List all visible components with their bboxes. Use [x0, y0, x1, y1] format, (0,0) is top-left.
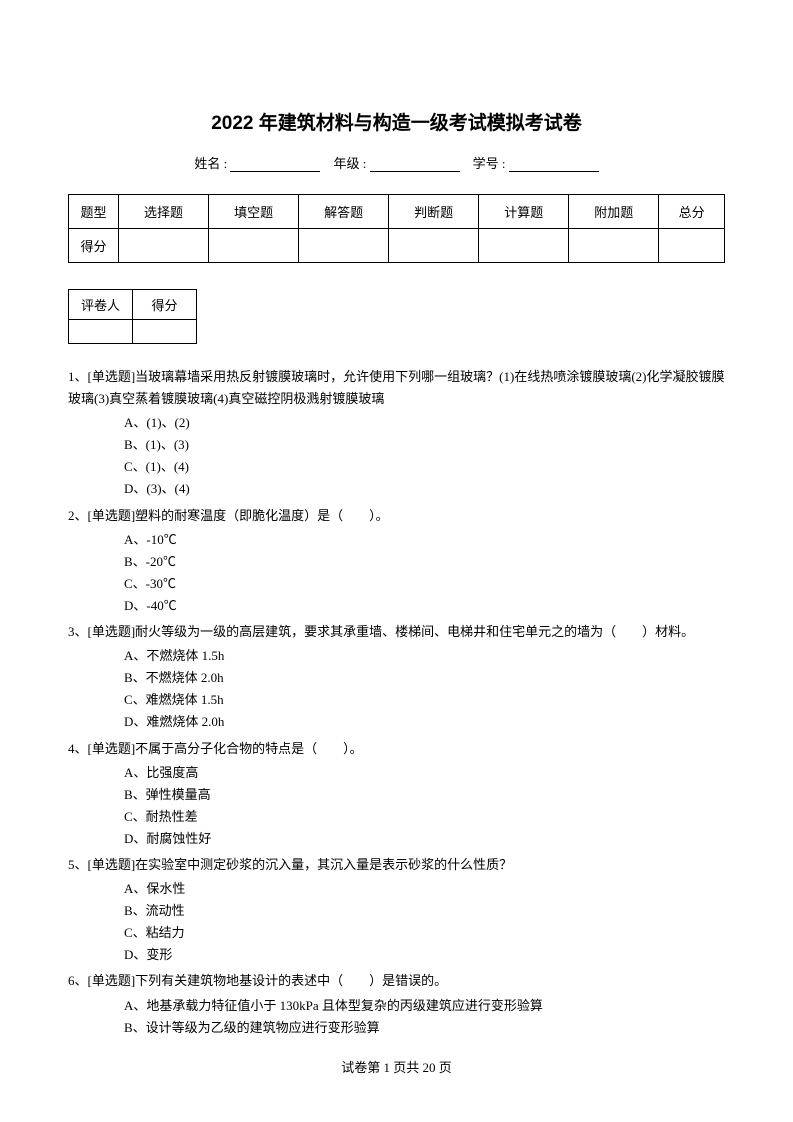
option[interactable]: D、-40℃	[124, 595, 725, 617]
option[interactable]: C、-30℃	[124, 573, 725, 595]
question-text: 3、[单选题]耐火等级为一级的高层建筑，要求其承重墙、楼梯间、电梯井和住宅单元之…	[68, 621, 725, 643]
grader-cell[interactable]	[69, 320, 133, 344]
grader-table: 评卷人 得分	[68, 289, 197, 344]
col-header: 计算题	[479, 195, 569, 229]
student-info-row: 姓名 : 年级 : 学号 :	[68, 153, 725, 172]
question-text: 2、[单选题]塑料的耐寒温度（即脆化温度）是（ ）。	[68, 505, 725, 527]
option[interactable]: B、流动性	[124, 900, 725, 922]
option[interactable]: D、耐腐蚀性好	[124, 828, 725, 850]
name-label: 姓名 :	[194, 156, 227, 171]
option[interactable]: A、保水性	[124, 878, 725, 900]
score-cell[interactable]	[209, 229, 299, 263]
grade-label: 年级 :	[333, 156, 366, 171]
grader-header: 评卷人	[69, 290, 133, 320]
options-group: A、比强度高B、弹性模量高C、耐热性差D、耐腐蚀性好	[68, 762, 725, 850]
option[interactable]: D、难燃烧体 2.0h	[124, 711, 725, 733]
grade-blank[interactable]	[370, 158, 460, 172]
score-table: 题型 选择题 填空题 解答题 判断题 计算题 附加题 总分 得分	[68, 194, 725, 263]
question-text: 6、[单选题]下列有关建筑物地基设计的表述中（ ）是错误的。	[68, 970, 725, 992]
question: 4、[单选题]不属于高分子化合物的特点是（ ）。A、比强度高B、弹性模量高C、耐…	[68, 738, 725, 850]
col-header: 附加题	[569, 195, 659, 229]
score-cell[interactable]	[299, 229, 389, 263]
option[interactable]: C、难燃烧体 1.5h	[124, 689, 725, 711]
options-group: A、保水性B、流动性C、粘结力D、变形	[68, 878, 725, 966]
option[interactable]: B、(1)、(3)	[124, 434, 725, 456]
questions-section: 1、[单选题]当玻璃幕墙采用热反射镀膜玻璃时，允许使用下列哪一组玻璃？(1)在线…	[68, 366, 725, 1039]
options-group: A、不燃烧体 1.5hB、不燃烧体 2.0hC、难燃烧体 1.5hD、难燃烧体 …	[68, 645, 725, 733]
options-group: A、(1)、(2)B、(1)、(3)C、(1)、(4)D、(3)、(4)	[68, 412, 725, 500]
row-label-score: 得分	[69, 229, 119, 263]
options-group: A、-10℃B、-20℃C、-30℃D、-40℃	[68, 529, 725, 617]
question-text: 1、[单选题]当玻璃幕墙采用热反射镀膜玻璃时，允许使用下列哪一组玻璃？(1)在线…	[68, 366, 725, 410]
question-text: 4、[单选题]不属于高分子化合物的特点是（ ）。	[68, 738, 725, 760]
option[interactable]: D、变形	[124, 944, 725, 966]
score-cell[interactable]	[119, 229, 209, 263]
page-footer: 试卷第 1 页共 20 页	[0, 1057, 793, 1076]
score-cell[interactable]	[479, 229, 569, 263]
option[interactable]: B、-20℃	[124, 551, 725, 573]
table-row: 得分	[69, 229, 725, 263]
question: 1、[单选题]当玻璃幕墙采用热反射镀膜玻璃时，允许使用下列哪一组玻璃？(1)在线…	[68, 366, 725, 501]
name-blank[interactable]	[230, 158, 320, 172]
option[interactable]: C、耐热性差	[124, 806, 725, 828]
grader-header: 得分	[133, 290, 197, 320]
score-cell[interactable]	[659, 229, 725, 263]
col-header: 判断题	[389, 195, 479, 229]
exam-title: 2022 年建筑材料与构造一级考试模拟考试卷	[68, 108, 725, 135]
col-header: 解答题	[299, 195, 389, 229]
table-row: 题型 选择题 填空题 解答题 判断题 计算题 附加题 总分	[69, 195, 725, 229]
option[interactable]: B、不燃烧体 2.0h	[124, 667, 725, 689]
col-header: 填空题	[209, 195, 299, 229]
option[interactable]: A、-10℃	[124, 529, 725, 551]
option[interactable]: B、弹性模量高	[124, 784, 725, 806]
row-label-type: 题型	[69, 195, 119, 229]
grader-cell[interactable]	[133, 320, 197, 344]
option[interactable]: B、设计等级为乙级的建筑物应进行变形验算	[124, 1017, 725, 1039]
score-cell[interactable]	[389, 229, 479, 263]
id-blank[interactable]	[509, 158, 599, 172]
id-label: 学号 :	[473, 156, 506, 171]
option[interactable]: A、(1)、(2)	[124, 412, 725, 434]
col-header: 总分	[659, 195, 725, 229]
score-cell[interactable]	[569, 229, 659, 263]
question: 5、[单选题]在实验室中测定砂浆的沉入量，其沉入量是表示砂浆的什么性质？A、保水…	[68, 854, 725, 966]
table-row	[69, 320, 197, 344]
option[interactable]: A、地基承载力特征值小于 130kPa 且体型复杂的丙级建筑应进行变形验算	[124, 995, 725, 1017]
question: 3、[单选题]耐火等级为一级的高层建筑，要求其承重墙、楼梯间、电梯井和住宅单元之…	[68, 621, 725, 733]
option[interactable]: A、比强度高	[124, 762, 725, 784]
option[interactable]: A、不燃烧体 1.5h	[124, 645, 725, 667]
question-text: 5、[单选题]在实验室中测定砂浆的沉入量，其沉入量是表示砂浆的什么性质？	[68, 854, 725, 876]
table-row: 评卷人 得分	[69, 290, 197, 320]
option[interactable]: C、粘结力	[124, 922, 725, 944]
question: 6、[单选题]下列有关建筑物地基设计的表述中（ ）是错误的。 A、地基承载力特征值…	[68, 970, 725, 1038]
option[interactable]: D、(3)、(4)	[124, 478, 725, 500]
question: 2、[单选题]塑料的耐寒温度（即脆化温度）是（ ）。A、-10℃B、-20℃C、…	[68, 505, 725, 617]
option[interactable]: C、(1)、(4)	[124, 456, 725, 478]
options-group: A、地基承载力特征值小于 130kPa 且体型复杂的丙级建筑应进行变形验算B、设…	[68, 995, 725, 1039]
col-header: 选择题	[119, 195, 209, 229]
